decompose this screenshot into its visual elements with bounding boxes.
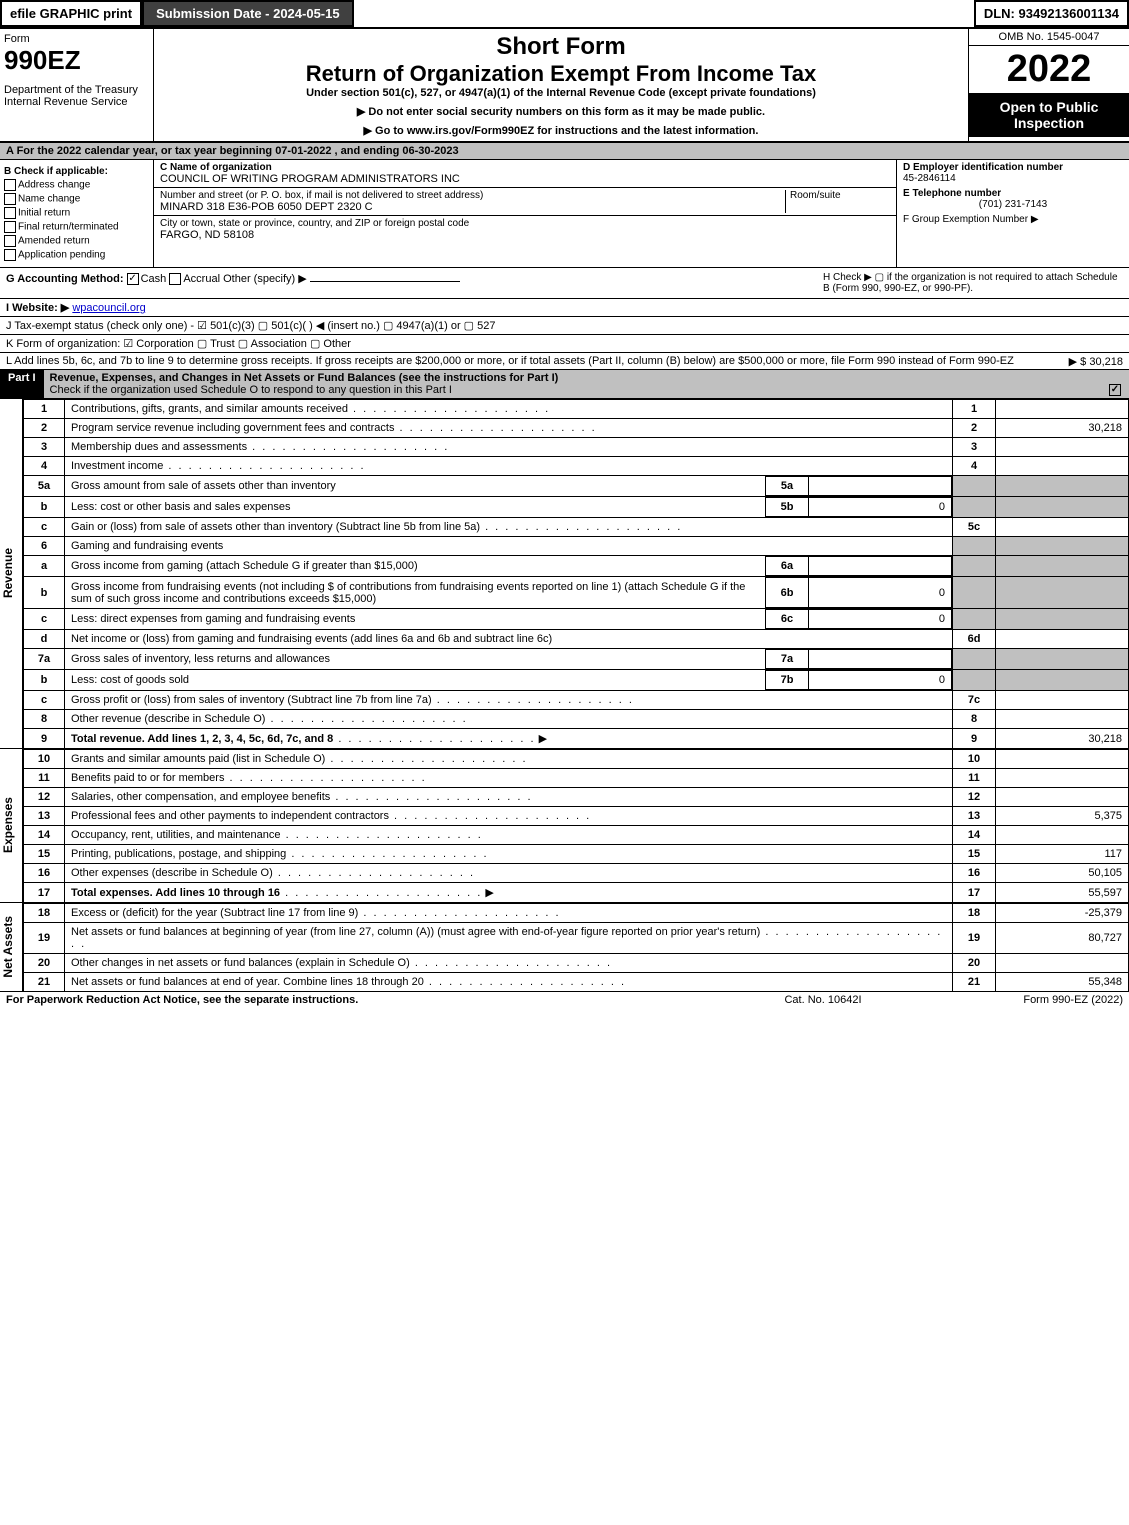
city-value: FARGO, ND 58108 (160, 229, 890, 241)
part1-schedule-o-check[interactable] (1109, 384, 1121, 396)
check-amended-return[interactable]: Amended return (4, 235, 149, 247)
line17-total-expenses: 55,597 (996, 883, 1129, 903)
gross-receipts-amount: ▶ $ 30,218 (1069, 355, 1123, 368)
website-link[interactable]: wpacouncil.org (72, 302, 145, 314)
expenses-section: Expenses 10Grants and similar amounts pa… (0, 749, 1129, 903)
line13-amount: 5,375 (996, 807, 1129, 826)
phone-value: (701) 231-7143 (903, 199, 1123, 210)
net-assets-section: Net Assets 18Excess or (deficit) for the… (0, 903, 1129, 992)
col-b-title: B Check if applicable: (4, 166, 149, 177)
open-public-label: Open to Public Inspection (969, 93, 1129, 137)
omb-number: OMB No. 1545-0047 (969, 29, 1129, 46)
org-name-label: C Name of organization (160, 162, 890, 173)
part1-check: Check if the organization used Schedule … (50, 384, 452, 396)
row-j-tax-exempt: J Tax-exempt status (check only one) - ☑… (0, 317, 1129, 335)
goto-link[interactable]: ▶ Go to www.irs.gov/Form990EZ for instru… (158, 124, 964, 137)
expenses-table: 10Grants and similar amounts paid (list … (23, 749, 1129, 903)
line18-amount: -25,379 (996, 904, 1129, 923)
check-cash[interactable] (127, 273, 139, 285)
form-header: Form 990EZ Department of the Treasury In… (0, 29, 1129, 143)
street-value: MINARD 318 E36-POB 6050 DEPT 2320 C (160, 201, 785, 213)
dln-number: DLN: 93492136001134 (974, 0, 1129, 27)
netassets-table: 18Excess or (deficit) for the year (Subt… (23, 903, 1129, 992)
col-d-ein: D Employer identification number 45-2846… (897, 160, 1129, 267)
row-i-website: I Website: ▶ wpacouncil.org (0, 299, 1129, 317)
tax-year: 2022 (969, 46, 1129, 93)
efile-print-label[interactable]: efile GRAPHIC print (0, 0, 142, 27)
department-label: Department of the Treasury Internal Reve… (4, 84, 149, 108)
ein-label: D Employer identification number (903, 162, 1123, 173)
section-a-period: A For the 2022 calendar year, or tax yea… (0, 143, 1129, 160)
ssn-warning: ▶ Do not enter social security numbers o… (158, 105, 964, 118)
check-accrual[interactable] (169, 273, 181, 285)
header-center: Short Form Return of Organization Exempt… (154, 29, 968, 141)
room-suite-label: Room/suite (790, 190, 890, 201)
city-label: City or town, state or province, country… (160, 218, 890, 229)
check-address-change[interactable]: Address change (4, 179, 149, 191)
part1-label: Part I (0, 370, 44, 398)
line2-amount: 30,218 (996, 419, 1129, 438)
submission-date: Submission Date - 2024-05-15 (142, 0, 354, 27)
row-l-gross-receipts: L Add lines 5b, 6c, and 7b to line 9 to … (0, 353, 1129, 370)
col-c-org-info: C Name of organization COUNCIL OF WRITIN… (154, 160, 897, 267)
revenue-vertical-label: Revenue (1, 548, 21, 598)
page-footer: For Paperwork Reduction Act Notice, see … (0, 992, 1129, 1008)
line16-amount: 50,105 (996, 864, 1129, 883)
revenue-section: Revenue 1Contributions, gifts, grants, a… (0, 399, 1129, 749)
under-section: Under section 501(c), 527, or 4947(a)(1)… (158, 87, 964, 99)
netassets-vertical-label: Net Assets (1, 916, 21, 978)
line15-amount: 117 (996, 845, 1129, 864)
org-name: COUNCIL OF WRITING PROGRAM ADMINISTRATOR… (160, 173, 890, 185)
paperwork-notice: For Paperwork Reduction Act Notice, see … (6, 994, 723, 1006)
row-k-form-org: K Form of organization: ☑ Corporation ▢ … (0, 335, 1129, 353)
header-left: Form 990EZ Department of the Treasury In… (0, 29, 154, 141)
accounting-label: G Accounting Method: (6, 273, 124, 285)
line19-amount: 80,727 (996, 923, 1129, 954)
row-h-schedule-b: H Check ▶ ▢ if the organization is not r… (823, 272, 1123, 294)
catalog-number: Cat. No. 10642I (723, 994, 923, 1006)
part1-title: Revenue, Expenses, and Changes in Net As… (50, 372, 559, 384)
form-footer-label: Form 990-EZ (2022) (923, 994, 1123, 1006)
header-right: OMB No. 1545-0047 2022 Open to Public In… (968, 29, 1129, 141)
ein-value: 45-2846114 (903, 173, 1123, 184)
info-grid: B Check if applicable: Address change Na… (0, 160, 1129, 268)
check-name-change[interactable]: Name change (4, 193, 149, 205)
short-form-title: Short Form (158, 33, 964, 61)
check-final-return[interactable]: Final return/terminated (4, 221, 149, 233)
form-number: 990EZ (4, 45, 149, 76)
return-title: Return of Organization Exempt From Incom… (158, 61, 964, 87)
form-label: Form (4, 33, 149, 45)
top-bar: efile GRAPHIC print Submission Date - 20… (0, 0, 1129, 29)
part1-header: Part I Revenue, Expenses, and Changes in… (0, 370, 1129, 399)
line21-amount: 55,348 (996, 973, 1129, 992)
check-initial-return[interactable]: Initial return (4, 207, 149, 219)
check-application-pending[interactable]: Application pending (4, 249, 149, 261)
line9-total-revenue: 30,218 (996, 729, 1129, 749)
phone-label: E Telephone number (903, 188, 1123, 199)
expenses-vertical-label: Expenses (1, 797, 21, 853)
revenue-table: 1Contributions, gifts, grants, and simil… (23, 399, 1129, 749)
col-b-checkboxes: B Check if applicable: Address change Na… (0, 160, 154, 267)
group-exemption-label: F Group Exemption Number ▶ (903, 214, 1123, 225)
street-label: Number and street (or P. O. box, if mail… (160, 190, 785, 201)
row-g-accounting: G Accounting Method: Cash Accrual Other … (0, 268, 1129, 299)
